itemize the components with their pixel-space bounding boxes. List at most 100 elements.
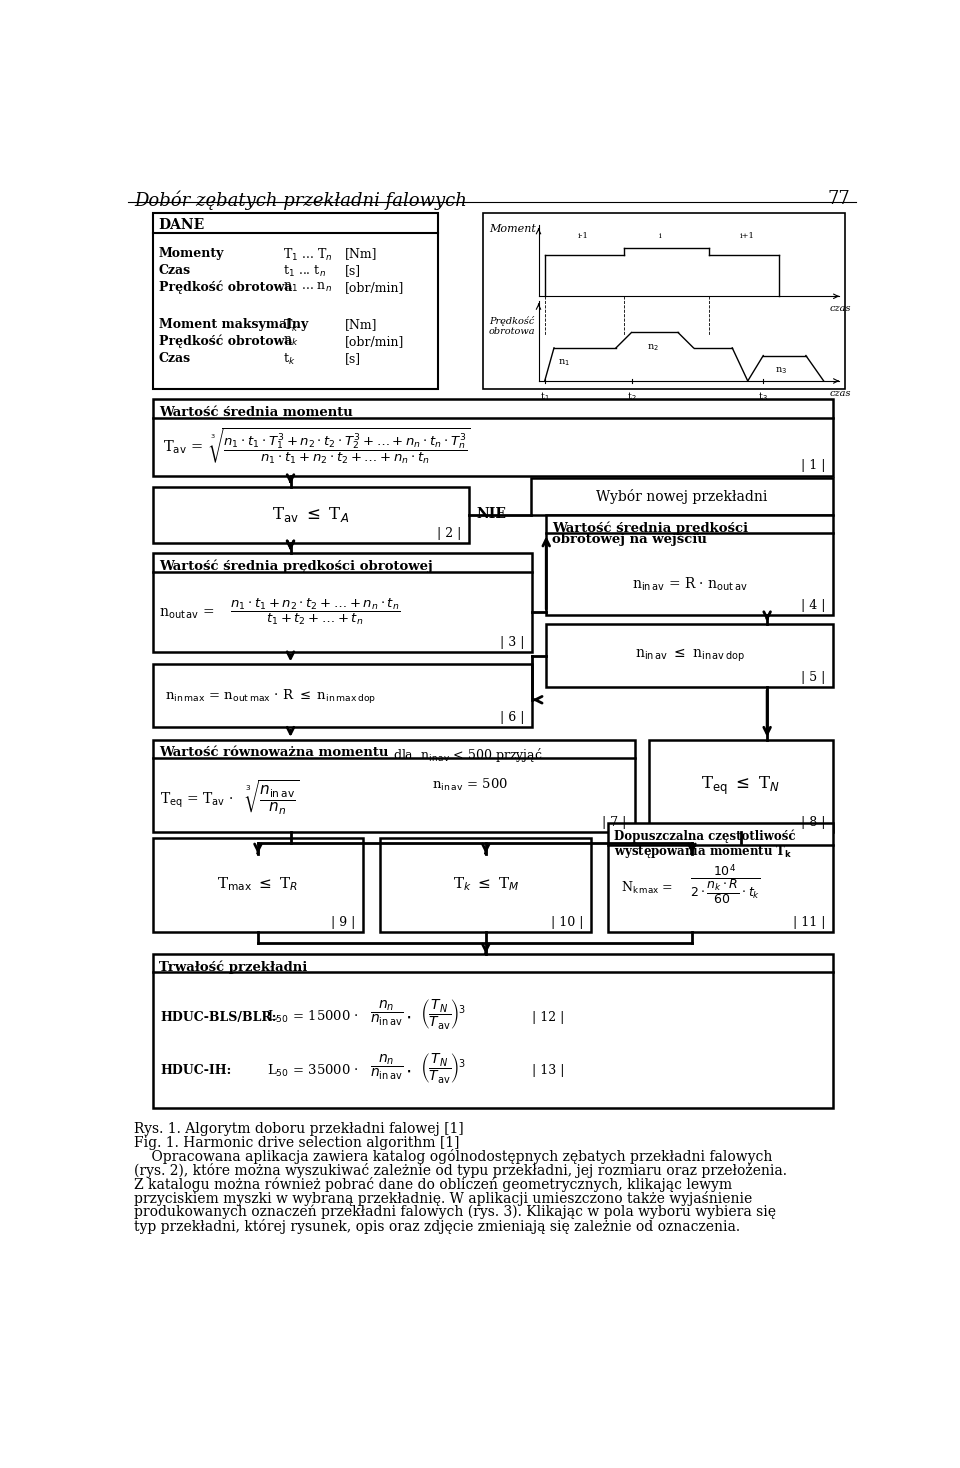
- Text: T$_{\rm eq}$ = T$_{\rm av}$ ·: T$_{\rm eq}$ = T$_{\rm av}$ ·: [160, 790, 233, 809]
- Text: | 7 |: | 7 |: [603, 816, 627, 829]
- Text: n$_{\rm in\,av}$ = R · n$_{\rm out\,av}$: n$_{\rm in\,av}$ = R · n$_{\rm out\,av}$: [632, 575, 748, 593]
- Text: produkowanych oznaczeń przekładni falowych (rys. 3). Klikając w pola wyboru wybi: produkowanych oznaczeń przekładni falowy…: [134, 1205, 776, 1220]
- Text: Rys. 1. Algorytm doboru przekładni falowej [1]: Rys. 1. Algorytm doboru przekładni falow…: [134, 1122, 464, 1136]
- Bar: [153, 954, 833, 1108]
- Text: L$_{50}$ = 35000 ·: L$_{50}$ = 35000 ·: [267, 1063, 359, 1079]
- Text: Dopuszczalna częstotliwość: Dopuszczalna częstotliwość: [614, 829, 796, 843]
- Text: HDUC-IH:: HDUC-IH:: [160, 1064, 231, 1078]
- Text: [Nm]: [Nm]: [345, 319, 377, 330]
- Text: n$_1$ ... n$_n$: n$_1$ ... n$_n$: [283, 280, 332, 294]
- Text: n$_{\rm in\,av}$ $\leq$ n$_{\rm in\,av\,dop}$: n$_{\rm in\,av}$ $\leq$ n$_{\rm in\,av\,…: [635, 646, 745, 664]
- Text: Czas: Czas: [158, 264, 191, 277]
- Text: występowania momentu T$_{\bf k}$: występowania momentu T$_{\bf k}$: [614, 843, 793, 860]
- Bar: [546, 515, 833, 615]
- Text: (rys. 2), które można wyszukiwać zależnie od typu przekładni, jej rozmiaru oraz : (rys. 2), które można wyszukiwać zależni…: [134, 1163, 787, 1179]
- Text: $\left(\dfrac{T_N}{T_{\rm av}}\right)^{\!3}$: $\left(\dfrac{T_N}{T_{\rm av}}\right)^{\…: [420, 1051, 466, 1085]
- Bar: [609, 824, 833, 932]
- Text: T$_{\rm eq}$ $\leq$ T$_N$: T$_{\rm eq}$ $\leq$ T$_N$: [702, 775, 780, 797]
- Text: | 8 |: | 8 |: [801, 816, 826, 829]
- Text: [obr/min]: [obr/min]: [345, 335, 404, 348]
- Text: t$_3$: t$_3$: [758, 390, 768, 404]
- Text: Prędkość: Prędkość: [489, 316, 535, 326]
- Text: $\sqrt[3]{\dfrac{n_{\rm in\,av}}{n_n}}$: $\sqrt[3]{\dfrac{n_{\rm in\,av}}{n_n}}$: [244, 780, 300, 818]
- Text: n$_3$: n$_3$: [775, 366, 787, 376]
- Text: Czas: Czas: [158, 352, 191, 364]
- Text: T$_{\rm av}$ =: T$_{\rm av}$ =: [163, 439, 204, 457]
- Text: n$_1$: n$_1$: [558, 357, 570, 368]
- Text: | 10 |: | 10 |: [551, 916, 584, 929]
- Text: typ przekładni, której rysunek, opis oraz zdjęcie zmieniają się zależnie od ozna: typ przekładni, której rysunek, opis ora…: [134, 1218, 740, 1233]
- Text: $\dfrac{10^4}{2 \cdot \dfrac{n_k \cdot R}{60} \cdot t_k}$: $\dfrac{10^4}{2 \cdot \dfrac{n_k \cdot R…: [689, 862, 760, 907]
- Text: dla  n$_{\rm in\,av}$ < 500 przyjąć: dla n$_{\rm in\,av}$ < 500 przyjąć: [393, 746, 542, 763]
- Bar: [153, 553, 532, 652]
- Text: [s]: [s]: [345, 264, 361, 277]
- Text: T$_{\rm max}$ $\leq$ T$_R$: T$_{\rm max}$ $\leq$ T$_R$: [217, 876, 299, 894]
- Text: t$_k$: t$_k$: [283, 352, 296, 367]
- Bar: [153, 838, 363, 932]
- Text: $\sqrt[3]{\dfrac{n_1 \cdot t_1 \cdot T_1^3 + n_2 \cdot t_2 \cdot T_2^3 + \ldots : $\sqrt[3]{\dfrac{n_1 \cdot t_1 \cdot T_1…: [208, 426, 471, 465]
- Text: czas: czas: [829, 304, 852, 313]
- Text: przyciskiem myszki w wybraną przekładnię. W aplikacji umieszczono także wyjaśnie: przyciskiem myszki w wybraną przekładnię…: [134, 1191, 753, 1207]
- Text: | 6 |: | 6 |: [500, 712, 524, 724]
- Text: czas: czas: [829, 389, 852, 398]
- Text: [s]: [s]: [345, 352, 361, 364]
- Text: | 5 |: | 5 |: [801, 671, 826, 684]
- Bar: [153, 213, 438, 389]
- Text: Wartość średnia momentu: Wartość średnia momentu: [158, 405, 352, 418]
- Text: | 4 |: | 4 |: [801, 599, 826, 612]
- Text: $\dfrac{n_n}{n_{\rm in\,av}}$: $\dfrac{n_n}{n_{\rm in\,av}}$: [370, 1053, 403, 1082]
- Bar: [153, 740, 635, 832]
- Text: Moment maksymalny: Moment maksymalny: [158, 319, 308, 330]
- Text: N$_{\rm k\,max}$ =: N$_{\rm k\,max}$ =: [621, 879, 673, 895]
- Text: Prędkość obrotowa: Prędkość obrotowa: [158, 280, 292, 295]
- Text: | 12 |: | 12 |: [532, 1010, 564, 1023]
- Text: Dobór zębatych przekładni falowych: Dobór zębatych przekładni falowych: [134, 189, 467, 210]
- Text: n$_{\rm out\,av}$ =: n$_{\rm out\,av}$ =: [158, 606, 214, 621]
- Text: T$_1$ ... T$_n$: T$_1$ ... T$_n$: [283, 247, 332, 263]
- Text: Momenty: Momenty: [158, 247, 224, 260]
- Text: T$_k$ $\leq$ T$_M$: T$_k$ $\leq$ T$_M$: [452, 876, 519, 894]
- Text: Prędkość obrotowa: Prędkość obrotowa: [158, 335, 292, 348]
- Text: [Nm]: [Nm]: [345, 247, 377, 260]
- Text: | 3 |: | 3 |: [500, 636, 524, 649]
- Bar: [531, 479, 833, 515]
- Bar: [649, 740, 833, 832]
- Text: DANE: DANE: [158, 217, 205, 232]
- Text: obrotowej na wejściu: obrotowej na wejściu: [552, 533, 708, 546]
- Text: $\cdot$: $\cdot$: [405, 1007, 411, 1026]
- Text: | 11 |: | 11 |: [793, 916, 826, 929]
- Text: T$_{\rm av}$ $\leq$ T$_A$: T$_{\rm av}$ $\leq$ T$_A$: [272, 505, 349, 524]
- Bar: [153, 487, 468, 543]
- Text: 77: 77: [828, 189, 850, 208]
- Text: t$_1$ ... t$_n$: t$_1$ ... t$_n$: [283, 264, 325, 279]
- Text: | 1 |: | 1 |: [801, 459, 826, 471]
- Text: t$_1$: t$_1$: [540, 390, 549, 404]
- Text: $\dfrac{n_1 \cdot t_1 + n_2 \cdot t_2 + \ldots + n_n \cdot t_n}{t_1 + t_2 + \ldo: $\dfrac{n_1 \cdot t_1 + n_2 \cdot t_2 + …: [230, 597, 400, 627]
- Text: n$_2$: n$_2$: [647, 342, 659, 352]
- Text: [obr/min]: [obr/min]: [345, 280, 404, 294]
- Bar: [153, 665, 532, 728]
- Text: NIE: NIE: [476, 508, 507, 521]
- Text: $\dfrac{n_n}{n_{\rm in\,av}}$: $\dfrac{n_n}{n_{\rm in\,av}}$: [370, 1000, 403, 1029]
- Text: Wartość równoważna momentu: Wartość równoważna momentu: [158, 746, 388, 759]
- Text: HDUC-BLS/BLR:: HDUC-BLS/BLR:: [160, 1010, 276, 1023]
- Text: n$_{\rm in\,max}$ = n$_{\rm out\,max}$ · R $\leq$ n$_{\rm in\,max\,dop}$: n$_{\rm in\,max}$ = n$_{\rm out\,max}$ ·…: [165, 687, 376, 706]
- Text: i: i: [659, 232, 661, 241]
- Text: Wybór nowej przekładni: Wybór nowej przekładni: [596, 489, 768, 504]
- Text: | 2 |: | 2 |: [437, 527, 461, 540]
- Text: $\left(\dfrac{T_N}{T_{\rm av}}\right)^{\!3}$: $\left(\dfrac{T_N}{T_{\rm av}}\right)^{\…: [420, 997, 466, 1031]
- Text: Opracowana aplikacja zawiera katalog ogólnodostępnych zębatych przekładni falowy: Opracowana aplikacja zawiera katalog ogó…: [134, 1149, 773, 1164]
- Text: n$_{\rm in\,av}$ = 500: n$_{\rm in\,av}$ = 500: [432, 777, 508, 793]
- Bar: [546, 624, 833, 687]
- Text: L$_{50}$ = 15000 ·: L$_{50}$ = 15000 ·: [267, 1009, 359, 1025]
- Text: Wartość średnia prędkości: Wartość średnia prędkości: [552, 521, 749, 534]
- Text: Moment: Moment: [489, 225, 536, 233]
- Text: obrotowa: obrotowa: [489, 327, 536, 336]
- Text: Z katalogu można również pobrać dane do obliczeń geometrycznych, klikając lewym: Z katalogu można również pobrać dane do …: [134, 1177, 732, 1192]
- Text: Trwałość przekładni: Trwałość przekładni: [158, 960, 307, 973]
- Text: i-1: i-1: [577, 232, 588, 241]
- Text: n$_k$: n$_k$: [283, 335, 299, 348]
- Text: $\cdot$: $\cdot$: [405, 1061, 411, 1080]
- Text: t$_2$: t$_2$: [627, 390, 636, 404]
- Bar: [380, 838, 591, 932]
